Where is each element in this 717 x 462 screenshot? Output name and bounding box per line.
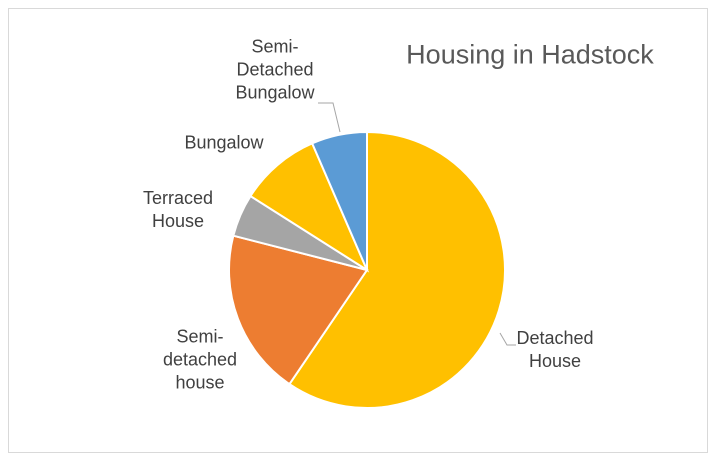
slice-label: Detached House — [516, 328, 594, 371]
pie-slice — [249, 142, 370, 273]
leader-line — [499, 332, 516, 346]
slice-label: Bungalow — [184, 132, 264, 153]
pie-slice — [310, 130, 368, 271]
slice-label: Semi-Detached Bungalow — [235, 36, 315, 103]
slice-label: Terraced House — [142, 188, 214, 231]
pie-slice — [288, 130, 506, 409]
leader-line — [318, 102, 341, 133]
slice-label: Semi-detached house — [162, 326, 238, 393]
pie-slice — [228, 234, 369, 386]
chart-title: Housing in Hadstock — [406, 39, 654, 70]
chart-frame — [8, 8, 708, 453]
